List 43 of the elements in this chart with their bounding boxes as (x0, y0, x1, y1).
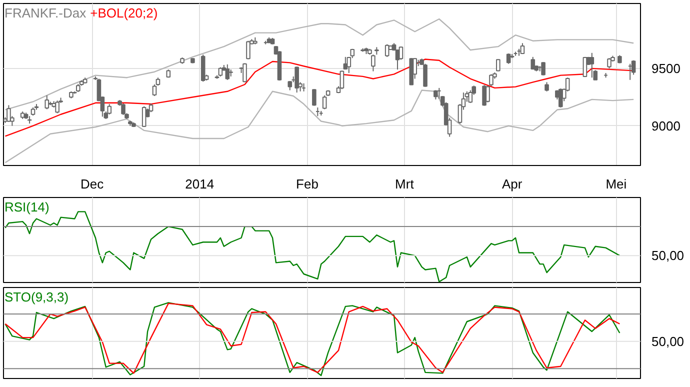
candlestick (44, 94, 50, 110)
candlestick (246, 40, 250, 60)
x-tick-label: 2014 (185, 176, 214, 192)
candlestick (322, 94, 327, 110)
x-tick-label: Dec (80, 176, 104, 192)
candlestick (242, 62, 247, 83)
candlestick (590, 52, 594, 78)
candlestick (107, 104, 112, 115)
y-tick-label: 9000 (652, 118, 680, 134)
x-tick-label: Mrt (395, 176, 414, 192)
candlestick (121, 102, 126, 116)
candlestick (423, 63, 428, 88)
candlestick (506, 52, 511, 64)
candlestick (398, 46, 404, 60)
candlestick (468, 90, 473, 104)
x-tick-label: Mei (606, 176, 627, 192)
candlestick (496, 58, 500, 72)
chart-title: STO(9,3,3) (4, 290, 69, 304)
chart-title: FRANKF.-Dax (4, 6, 87, 20)
text: +BOL(20;2) (90, 6, 158, 20)
candlestick (558, 88, 563, 108)
candlestick (434, 90, 438, 100)
candlestick (607, 58, 612, 69)
candlestick (384, 44, 390, 58)
candlestick (288, 80, 292, 91)
line-series (4, 90, 634, 164)
candlestick (55, 100, 60, 114)
candlestick (312, 88, 316, 106)
x-tick-label: Apr (502, 176, 523, 192)
candlestick (541, 62, 546, 76)
line-series (4, 58, 634, 137)
y-tick-label: 9500 (652, 60, 680, 76)
text: 50,00 (652, 248, 684, 264)
candlestick (225, 64, 230, 80)
candlestick (6, 104, 11, 122)
candlestick (544, 82, 549, 92)
candlestick (530, 56, 536, 70)
chart-title: RSI(14) (4, 200, 50, 214)
candlestick (294, 66, 299, 94)
candlestick (218, 66, 223, 77)
x-tick-label: Feb (296, 176, 318, 192)
text: 50,00 (652, 334, 684, 349)
candlestick (142, 106, 146, 128)
